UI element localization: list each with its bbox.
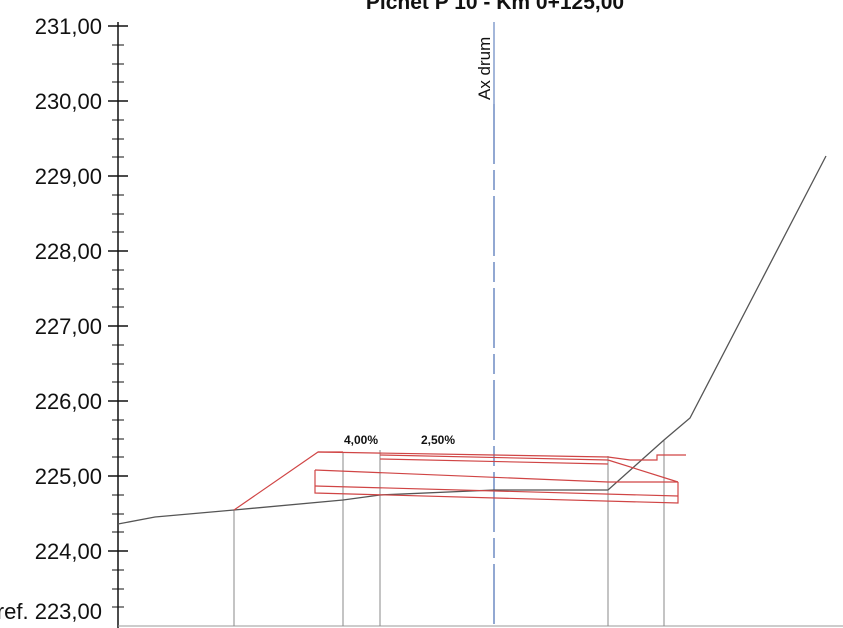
reference-prefix: Pl. ref.	[0, 599, 29, 624]
layer-base	[314, 470, 679, 504]
tick-label-224: 224,00	[35, 539, 102, 564]
road-axis-label: Ax drum	[475, 37, 494, 100]
tick-label-230: 230,00	[35, 89, 102, 114]
station-lines	[233, 440, 665, 626]
tick-label-229: 229,00	[35, 164, 102, 189]
ground-line	[117, 155, 827, 525]
road-surface	[317, 451, 686, 461]
tick-label-228: 228,00	[35, 239, 102, 264]
tick-label-225: 225,00	[35, 464, 102, 489]
layer-top	[379, 458, 609, 465]
drawing-title: Pichet P 10 - Km 0+125,00	[366, 0, 624, 14]
tick-label-231: 231,00	[35, 14, 102, 39]
road-structure	[233, 451, 686, 511]
slope-label-left: 4,00%	[344, 433, 378, 447]
tick-label-227: 227,00	[35, 314, 102, 339]
slope-label-right: 2,50%	[421, 433, 455, 447]
road-surface-lower	[379, 454, 609, 461]
reference-plane-label: Pl. ref. 223,00	[0, 599, 102, 624]
layer-base-top	[314, 469, 678, 483]
shoulder-slope	[607, 459, 679, 483]
tick-label-223: 223,00	[35, 599, 102, 624]
minor-ticks	[112, 44, 124, 608]
layer-sub	[314, 485, 679, 497]
major-ticks	[108, 25, 128, 552]
tick-label-226: 226,00	[35, 389, 102, 414]
